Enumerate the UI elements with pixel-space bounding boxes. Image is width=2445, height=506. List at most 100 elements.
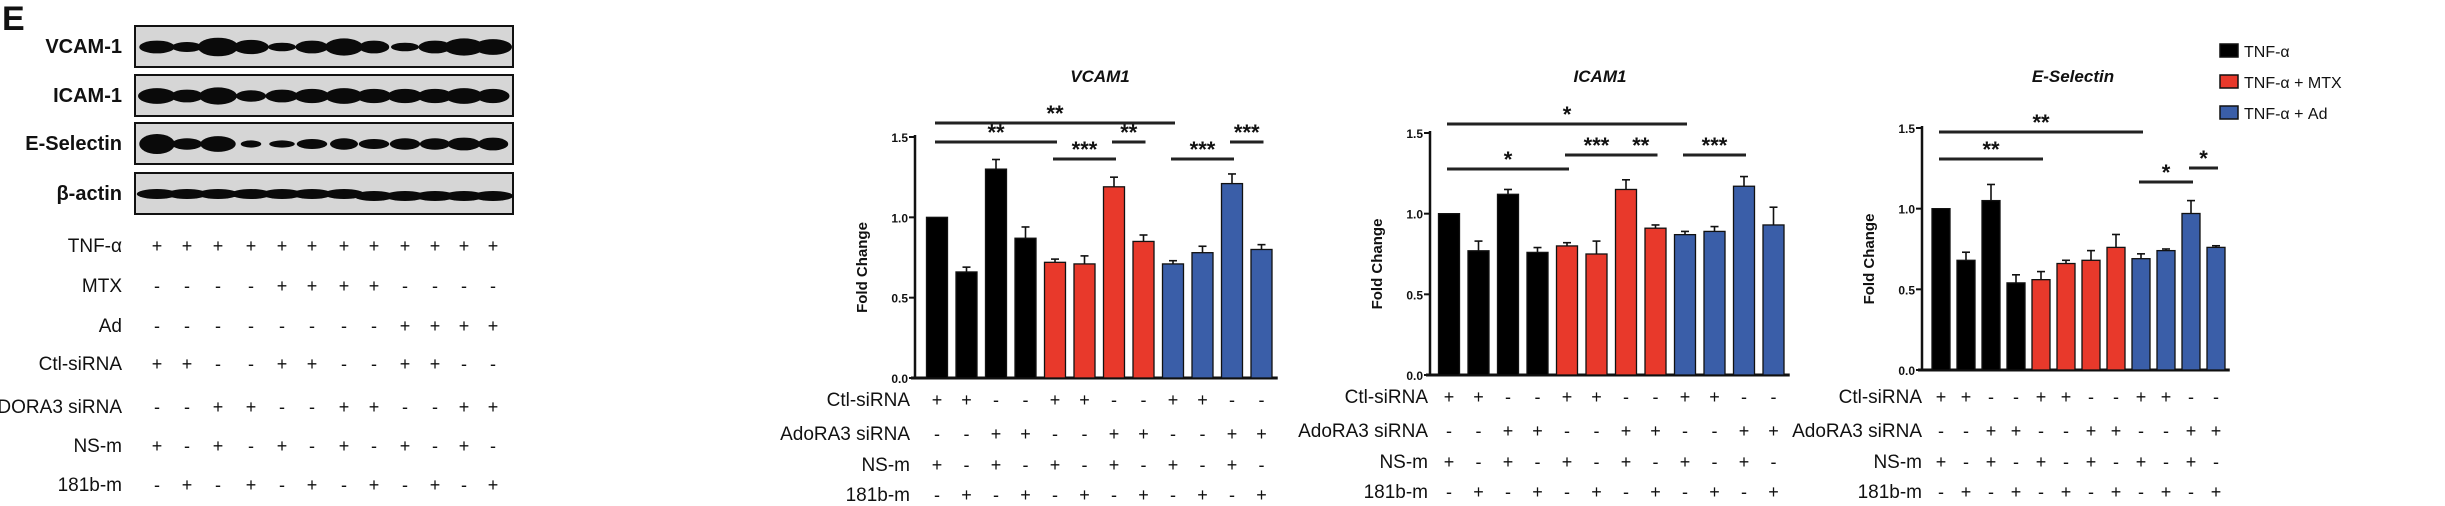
condition-mark: + [246,236,257,256]
condition-mark: + [2111,482,2122,502]
blot-band [389,138,421,150]
blot-band [294,88,330,104]
bar [2056,262,2076,371]
condition-label: NS-m [861,455,910,476]
condition-mark: + [1256,485,1267,505]
condition-mark: + [1079,390,1090,410]
condition-mark: - [1111,485,1117,505]
blot-band [171,138,203,150]
blot-band [295,40,329,54]
bar [2156,249,2176,371]
bar [1762,224,1785,376]
condition-mark: - [215,475,221,495]
condition-mark: + [1473,387,1484,407]
condition-mark: - [2038,482,2044,502]
bar [1981,199,2001,371]
condition-mark: - [279,475,285,495]
condition-mark: + [1168,455,1179,475]
condition-mark: + [1709,387,1720,407]
bar [1132,240,1155,379]
bar [2006,282,2026,371]
condition-mark: + [1562,387,1573,407]
significance-label: *** [1072,137,1098,162]
blot-band [358,139,390,149]
y-tick-label: 0.0 [891,372,908,386]
condition-label: AdoRA3 siRNA [1298,421,1428,442]
bar [984,168,1008,379]
condition-label: NS-m [1379,452,1428,473]
condition-mark: - [432,276,438,296]
blot-protein-label: VCAM-1 [45,36,122,58]
bar [1496,193,1520,376]
condition-mark: + [1621,421,1632,441]
condition-mark: - [2188,387,2194,407]
significance-label: ** [1120,120,1138,145]
condition-mark: - [341,354,347,374]
condition-mark: - [2013,452,2019,472]
blot-band [387,88,423,104]
blot-band [139,40,175,54]
condition-mark: - [1446,482,1452,502]
significance-label: *** [1584,133,1610,158]
condition-mark: - [1712,452,1718,472]
bar [1043,261,1067,379]
y-tick-label: 0.5 [1406,288,1423,302]
western-blot: VCAM-1 ICAM-1 E-Selectin β-actin TNF-α + + + + + +… [0,25,514,496]
condition-label: NS-m [1873,452,1922,473]
condition-mark: - [2188,482,2194,502]
condition-mark: + [2086,421,2097,441]
condition-mark: + [1986,421,1997,441]
condition-mark: + [339,436,350,456]
blot-band [230,189,272,199]
condition-mark: - [184,397,190,417]
bar [2206,246,2226,371]
condition-mark: - [934,485,940,505]
condition-mark: - [248,276,254,296]
y-tick-label: 0.5 [1898,283,1915,297]
y-tick-label: 1.5 [1406,127,1423,141]
blot-band [443,38,485,56]
condition-label: 181b-m [1364,482,1428,503]
condition-mark: - [279,397,285,417]
condition-mark: + [339,276,350,296]
condition-mark: - [1200,424,1206,444]
condition-mark: + [961,390,972,410]
condition-mark: - [1535,452,1541,472]
condition-mark: - [490,276,496,296]
condition-label: Ctl-siRNA [1839,387,1923,408]
bar [2106,246,2126,371]
blot-band [197,189,239,199]
condition-label: MTX [82,276,122,297]
y-tick-label: 0.5 [891,292,908,306]
blot-band [330,138,358,150]
condition-mark: - [1623,482,1629,502]
significance-label: ** [1046,101,1064,126]
blot-band [476,88,510,104]
condition-mark: - [934,424,940,444]
bar [2131,258,2151,371]
condition-mark: + [488,397,499,417]
condition-mark: - [432,436,438,456]
condition-mark: - [1564,482,1570,502]
condition-mark: - [1446,421,1452,441]
condition-mark: + [277,276,288,296]
condition-mark: - [2038,421,2044,441]
blot-band [419,138,451,150]
condition-mark: + [213,436,224,456]
condition-mark: + [2186,452,2197,472]
condition-mark: + [2186,421,2197,441]
condition-mark: + [339,236,350,256]
legend-swatch [2219,105,2239,120]
condition-mark: + [1739,452,1750,472]
condition-mark: - [2063,452,2069,472]
condition-mark: - [461,354,467,374]
condition-mark: + [1961,387,1972,407]
condition-mark: + [430,354,441,374]
significance-label: * [1504,147,1513,172]
condition-mark: + [369,397,380,417]
condition-mark: + [152,436,163,456]
condition-mark: - [184,316,190,336]
condition-mark: - [1938,421,1944,441]
condition-mark: - [1170,424,1176,444]
